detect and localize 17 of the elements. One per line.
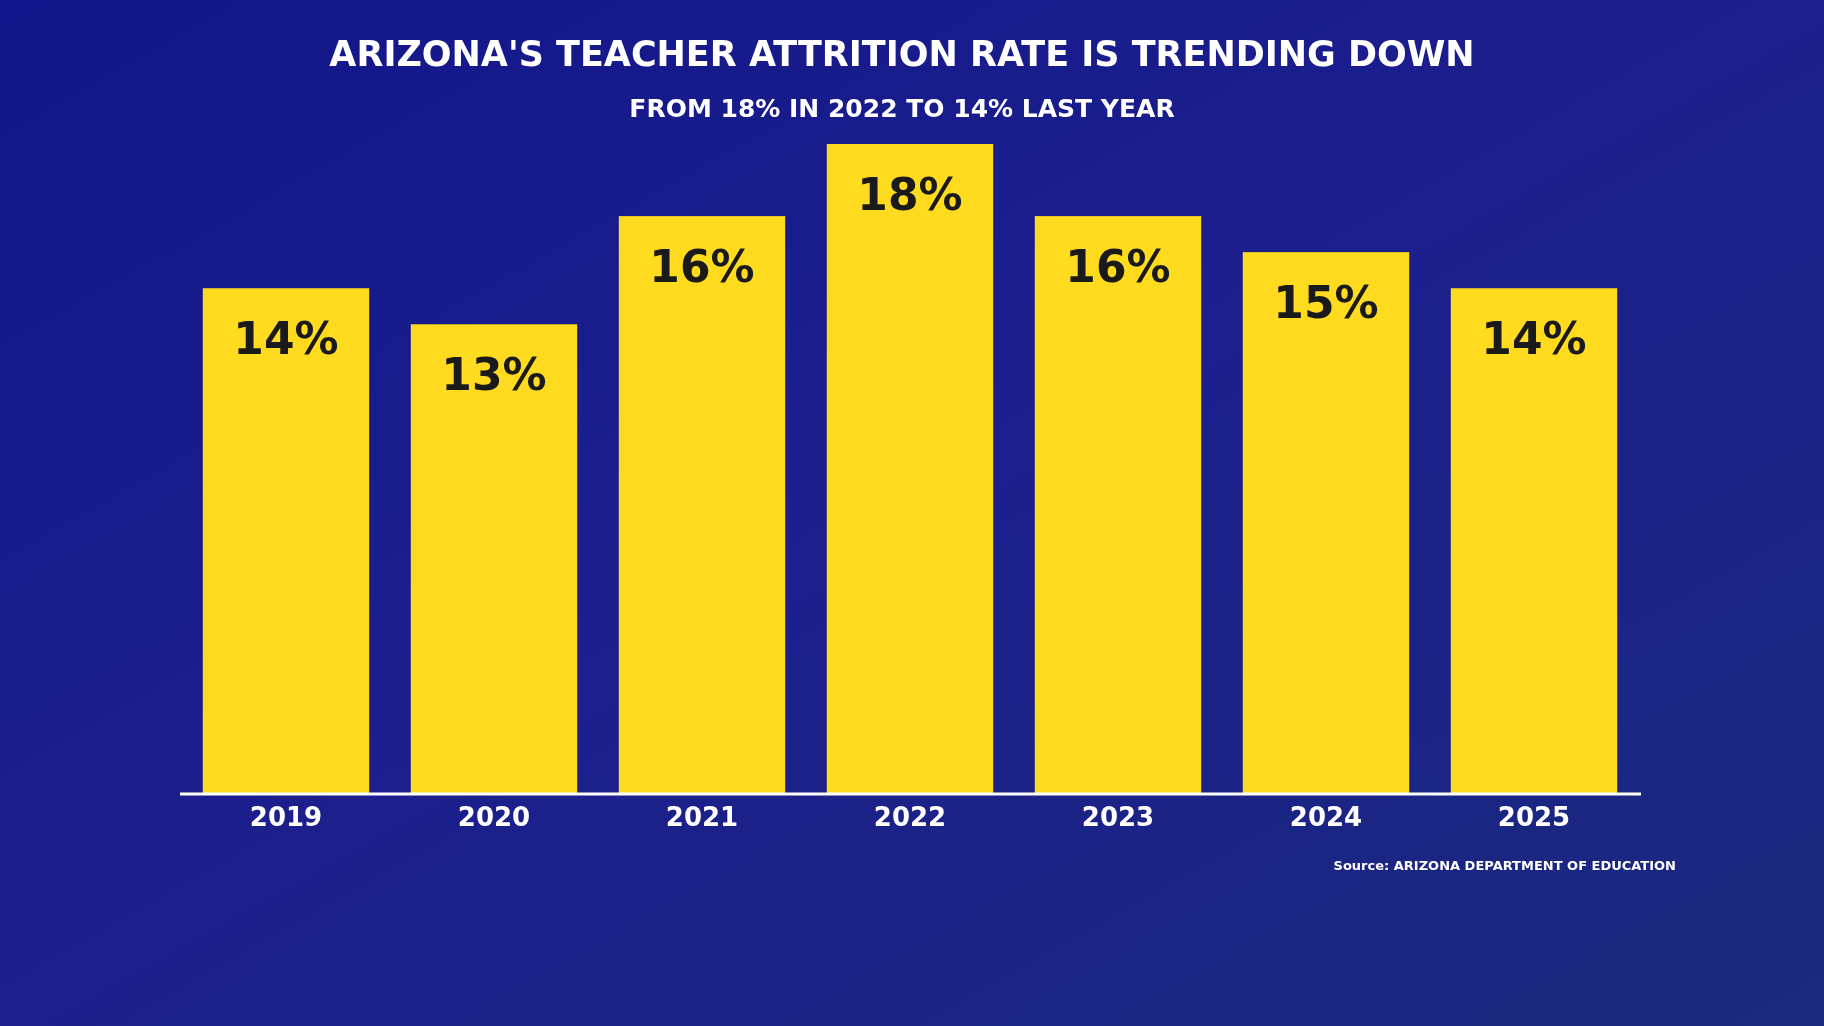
x-tick-label: 2019 [249, 802, 323, 832]
data-label: 14% [1481, 313, 1587, 365]
data-label: 15% [1273, 277, 1379, 329]
data-label: 16% [1065, 241, 1171, 293]
x-tick-label: 2021 [665, 802, 739, 832]
data-label: 18% [857, 169, 963, 220]
data-label: 14% [233, 313, 339, 365]
chart-subtitle: FROM 18% IN 2022 TO 14% LAST YEAR [629, 94, 1175, 123]
x-tick-label: 2023 [1081, 802, 1155, 832]
data-label: 13% [441, 349, 547, 401]
data-label: 16% [649, 241, 755, 293]
chart-title: ARIZONA'S TEACHER ATTRITION RATE IS TRENDING DOWN [329, 34, 1475, 74]
source-note: Source: ARIZONA DEPARTMENT OF EDUCATION [1333, 858, 1676, 873]
x-tick-label: 2022 [873, 802, 947, 832]
x-tick-label: 2025 [1497, 802, 1571, 832]
x-tick-label: 2020 [457, 802, 531, 832]
x-tick-label: 2024 [1289, 802, 1363, 832]
